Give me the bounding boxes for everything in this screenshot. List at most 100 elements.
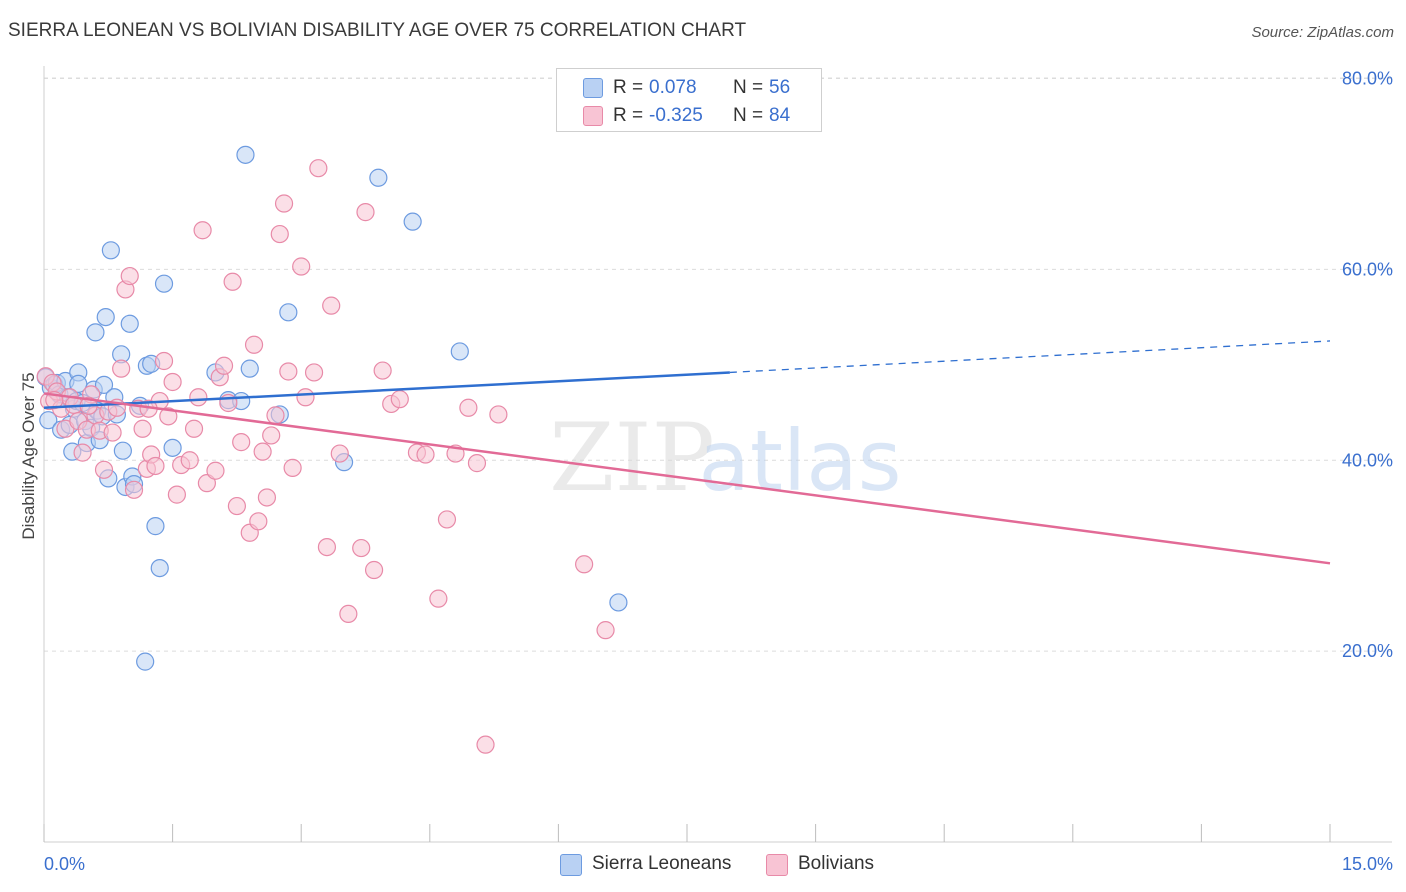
point-bolivians bbox=[279, 362, 298, 381]
point-bolivians bbox=[459, 398, 478, 417]
point-bolivians bbox=[476, 735, 495, 754]
point-bolivians bbox=[167, 485, 186, 504]
point-sierra-leoneans bbox=[96, 307, 115, 327]
point-sierra-leoneans bbox=[150, 558, 169, 578]
x-tick-label: 0.0% bbox=[44, 854, 85, 874]
y-tick-label: 80.0% bbox=[1342, 69, 1393, 89]
point-sierra-leoneans bbox=[279, 303, 298, 322]
point-bolivians bbox=[73, 443, 92, 462]
point-bolivians bbox=[274, 194, 294, 213]
point-bolivians bbox=[467, 454, 487, 473]
point-bolivians bbox=[193, 221, 212, 240]
point-bolivians bbox=[112, 359, 131, 378]
y-tick-label: 20.0% bbox=[1342, 641, 1393, 661]
point-bolivians bbox=[292, 257, 311, 276]
point-sierra-leoneans bbox=[94, 375, 114, 394]
point-sierra-leoneans bbox=[369, 168, 388, 187]
point-bolivians bbox=[253, 442, 272, 461]
point-bolivians bbox=[309, 159, 328, 178]
point-bolivians bbox=[489, 405, 508, 424]
point-bolivians bbox=[266, 406, 285, 425]
point-bolivians bbox=[146, 456, 165, 476]
bottom-legend-swatch-sierra-leoneans bbox=[560, 854, 582, 876]
y-axis-label: Disability Age Over 75 bbox=[19, 372, 38, 539]
source-credit: Source: ZipAtlas.com bbox=[1251, 24, 1394, 41]
point-sierra-leoneans bbox=[146, 517, 165, 536]
y-tick-label: 40.0% bbox=[1342, 450, 1393, 470]
point-bolivians bbox=[596, 621, 615, 640]
point-sierra-leoneans bbox=[163, 438, 182, 457]
point-bolivians bbox=[322, 296, 341, 315]
point-bolivians bbox=[197, 474, 216, 493]
x-tick-label: 15.0% bbox=[1342, 854, 1393, 874]
point-bolivians bbox=[124, 480, 144, 499]
axis-layer: 20.0% 40.0% 60.0% 80.0% 0.0% 15.0% bbox=[43, 66, 1393, 874]
point-sierra-leoneans bbox=[86, 323, 105, 342]
legend-n-value: 56 bbox=[769, 77, 791, 98]
point-bolivians bbox=[364, 560, 384, 580]
legend-r-value: -0.325 bbox=[649, 105, 703, 126]
point-bolivians bbox=[163, 372, 182, 392]
point-bolivians bbox=[296, 388, 315, 407]
point-bolivians bbox=[180, 451, 199, 470]
legend-n-label: N = bbox=[733, 77, 764, 98]
trend-layer bbox=[43, 340, 1331, 565]
legend-swatch-sierra-leoneans bbox=[583, 78, 603, 98]
point-bolivians bbox=[304, 363, 324, 382]
point-bolivians bbox=[232, 433, 251, 452]
legend-n-label: N = bbox=[733, 105, 764, 126]
watermark-zip: ZIP bbox=[549, 404, 715, 513]
watermark-atlas: atlas bbox=[699, 412, 902, 510]
point-bolivians bbox=[257, 488, 277, 507]
legend-n-value: 84 bbox=[769, 105, 791, 126]
legend-swatch-bolivians bbox=[583, 106, 603, 126]
point-bolivians bbox=[223, 272, 242, 291]
point-sierra-leoneans bbox=[113, 441, 132, 460]
point-bolivians bbox=[283, 458, 302, 477]
point-bolivians bbox=[94, 460, 114, 479]
point-sierra-leoneans bbox=[450, 342, 469, 361]
point-bolivians bbox=[373, 361, 392, 380]
point-bolivians bbox=[244, 335, 264, 354]
trend-line-sierra-leoneans bbox=[43, 371, 730, 410]
point-bolivians bbox=[575, 555, 594, 574]
point-sierra-leoneans bbox=[120, 314, 139, 333]
point-sierra-leoneans bbox=[240, 359, 259, 378]
point-bolivians bbox=[227, 496, 246, 516]
bottom-legend-label-sierra-leoneans: Sierra Leoneans bbox=[592, 853, 732, 874]
point-bolivians bbox=[262, 426, 281, 445]
legend-r-label: R = bbox=[613, 105, 644, 126]
point-bolivians bbox=[184, 419, 204, 438]
point-bolivians bbox=[339, 604, 358, 624]
point-bolivians bbox=[270, 224, 289, 244]
trend-line-bolivians bbox=[43, 392, 1331, 565]
bottom-legend-label-bolivians: Bolivians bbox=[798, 853, 875, 874]
point-bolivians bbox=[437, 510, 457, 529]
point-bolivians bbox=[154, 351, 174, 371]
point-bolivians bbox=[352, 538, 371, 558]
legend-box: R = 0.078 N = 56 R = -0.325 N = 84 bbox=[556, 68, 822, 132]
point-sierra-leoneans bbox=[154, 274, 174, 293]
point-bolivians bbox=[189, 388, 208, 407]
point-bolivians bbox=[120, 266, 139, 286]
point-bolivians bbox=[429, 589, 448, 608]
point-bolivians bbox=[390, 390, 409, 409]
point-bolivians bbox=[317, 537, 337, 557]
legend-r-value: 0.078 bbox=[649, 77, 697, 98]
point-bolivians bbox=[159, 407, 178, 426]
chart-title: SIERRA LEONEAN VS BOLIVIAN DISABILITY AG… bbox=[8, 20, 747, 41]
legend-r-label: R = bbox=[613, 77, 644, 98]
point-sierra-leoneans bbox=[236, 145, 255, 164]
point-sierra-leoneans bbox=[39, 411, 58, 430]
point-bolivians bbox=[416, 445, 435, 464]
point-sierra-leoneans bbox=[609, 593, 628, 612]
point-sierra-leoneans bbox=[69, 374, 88, 393]
point-bolivians bbox=[103, 423, 122, 442]
point-bolivians bbox=[133, 419, 152, 438]
point-sierra-leoneans bbox=[403, 212, 422, 231]
point-sierra-leoneans bbox=[136, 652, 155, 671]
point-bolivians bbox=[206, 461, 225, 480]
point-sierra-leoneans bbox=[101, 241, 120, 260]
trend-line-extension-sierra-leoneans bbox=[729, 340, 1331, 374]
point-bolivians bbox=[356, 203, 375, 222]
